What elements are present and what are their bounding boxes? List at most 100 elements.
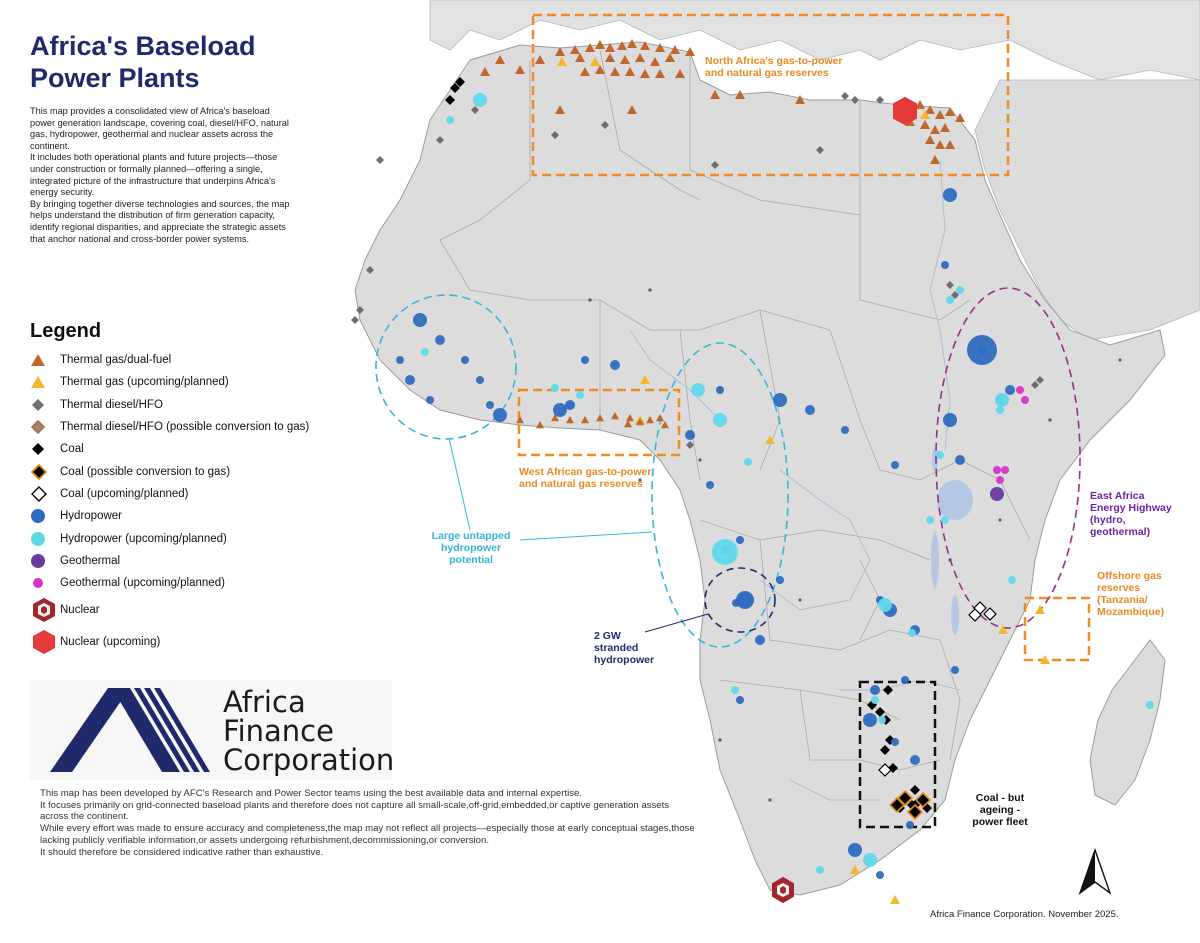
diesel-coal-plant-marker [351,316,359,324]
gas-plant-marker [685,47,695,56]
legend-item-thermal-gas: Thermal gas/dual-fuel [30,349,360,371]
hydro-geo-plant-marker [891,738,899,746]
disclaimer-line: It focuses primarily on grid-connected b… [40,799,670,823]
legend-label: Thermal gas (upcoming/planned) [60,376,229,389]
hydro-geo-plant-marker [936,451,944,459]
gas-plant-marker [795,95,805,104]
offshore-gas-box [1023,596,1091,662]
north-africa-label: North Africa's gas-to-power and natural … [705,55,842,79]
gas-plant-marker [575,53,585,62]
triangle-icon [31,376,45,389]
gas-plant-marker [850,865,860,874]
hydro-geo-plant-marker [943,188,957,202]
east-energy-ellipse [935,287,1081,629]
legend-item-thermal-gas-planned: Thermal gas (upcoming/planned) [30,371,360,393]
legend-label: Hydropower [60,510,122,523]
hydro-geo-plant-marker [1008,576,1016,584]
title-line-2: Power Plants [30,63,200,93]
hydro-geo-plant-marker [565,400,575,410]
gas-plant-marker [710,90,720,99]
gas-plant-marker [930,125,940,134]
hydro-geo-plant-marker [421,348,429,356]
description-paragraph: This map provides a consolidated view of… [30,106,289,151]
diesel-coal-plant-marker [455,77,465,87]
hydro-leader-1 [448,437,471,531]
hydro-geo-plant-marker [805,405,815,415]
map-description: This map provides a consolidated view of… [30,106,295,245]
annotation-line: ageing - [979,804,1021,816]
diesel-coal-plant-marker [878,763,892,777]
legend-item-coal: Coal [30,438,360,460]
hydro-geo-plant-marker [1048,418,1052,422]
plant-markers [351,39,1154,904]
hydro-geo-plant-marker [993,466,1001,474]
annotation-line: Energy Highway [1090,502,1172,514]
credit-line: Africa Finance Corporation. November 202… [930,909,1119,920]
gas-plant-marker [515,65,525,74]
hydro-geo-plant-marker [1016,386,1024,394]
description-paragraph: By bringing together diverse technologie… [30,198,290,244]
hydro-geo-plant-marker [736,536,744,544]
gas-plant-marker [590,57,600,66]
hydro-geo-plant-marker [816,866,824,874]
hydro-geo-plant-marker [576,391,584,399]
circle-icon [31,553,45,568]
stranded-hydro-ellipse [704,567,776,633]
circle-icon [33,578,43,589]
diesel-coal-plant-marker [356,306,364,314]
rivers [629,159,961,801]
legend-label: Coal (upcoming/planned) [60,487,189,500]
hydro-geo-plant-marker [461,356,469,364]
hexagon-icon [33,630,55,655]
annotation-line: stranded [594,642,639,654]
disclaimer-line: While every effort was made to ensure ac… [40,823,695,846]
hydro-geo-plant-marker [691,383,705,397]
lakes [931,448,973,635]
gas-plant-marker [640,375,650,384]
annotation-line: potential [449,554,493,566]
gas-plant-marker [596,414,604,422]
central-hydro-ellipse [651,342,789,648]
diamond-open-icon [31,485,47,502]
hydro-geo-plant-marker [848,843,862,857]
diesel-coal-plant-marker [876,96,884,104]
hydro-geo-plant-marker [1001,466,1009,474]
hydro-geo-plant-marker [736,696,744,704]
hydro-geo-plant-marker [716,386,724,394]
diesel-coal-plant-marker [983,607,997,621]
diesel-coal-plant-marker [1036,376,1044,384]
legend-item-coal-conversion: Coal (possible conversion to gas) [30,460,360,482]
gas-plant-marker [610,67,620,76]
hydro-geo-plant-marker [967,335,997,365]
diesel-coal-plant-marker [910,785,920,795]
annotation-line: and natural gas reserves [519,478,643,490]
diesel-coal-plant-marker [816,146,824,154]
gas-plant-marker [636,418,644,426]
disclaimer-line: This map has been developed by AFC's Res… [40,788,583,799]
gas-plant-marker [580,67,590,76]
circle-icon [31,509,45,524]
hydro-geo-plant-marker [776,576,784,584]
hexagon-icon [33,598,55,623]
circle-icon [31,531,45,546]
gas-plant-marker [536,421,544,429]
gas-plant-marker [480,67,490,76]
coal-fleet-box [858,680,937,829]
hydro-geo-plant-marker [486,401,494,409]
gas-plant-marker [656,414,664,422]
gas-plant-marker [665,53,675,62]
diamond-icon [32,398,44,411]
gas-plant-marker [1035,605,1045,614]
title-line-1: Africa's Baseload [30,31,256,61]
hydro-geo-plant-marker [773,393,787,407]
hydro-geo-plant-marker [698,458,702,462]
hydro-geo-plant-marker [841,426,849,434]
diesel-coal-plant-marker [914,791,932,809]
diamond-outline-icon [30,463,48,480]
hydro-geo-plant-marker [476,376,484,384]
annotation-line: (Tanzania/ [1097,594,1148,606]
legend-label: Geothermal (upcoming/planned) [60,577,225,590]
diesel-coal-plant-marker [883,685,893,695]
hydro-geo-plant-marker [736,591,754,609]
gas-plant-marker [551,414,559,422]
